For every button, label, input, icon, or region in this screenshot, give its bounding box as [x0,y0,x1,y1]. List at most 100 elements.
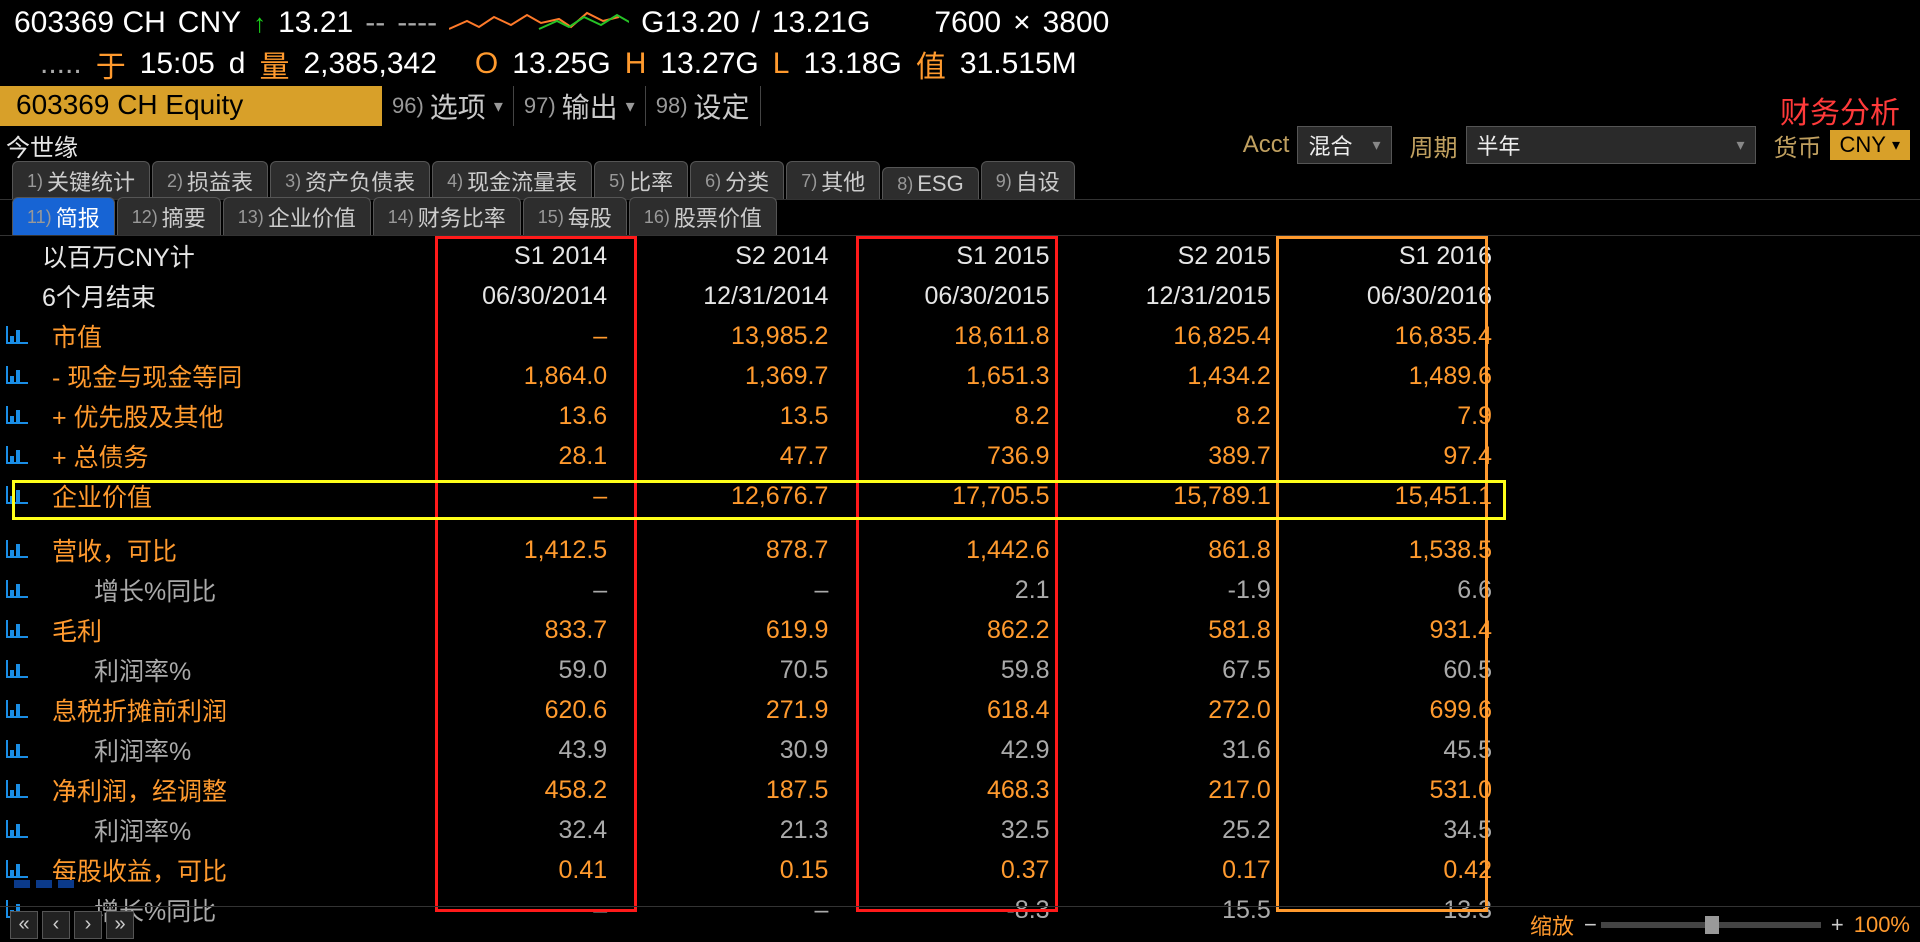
acct-label: Acct [1243,131,1290,159]
table-row[interactable]: 毛利833.7619.9862.2581.8931.4 [0,610,1920,650]
chart-toggle-icon[interactable] [0,316,34,356]
row-label: 利润率% [34,810,394,850]
date-header-row: 6个月结束 06/30/201412/31/201406/30/201512/3… [0,276,1920,316]
sub-row: 今世缘 Acct 混合▾ 周期 半年▾ 货币 CNY▾ [0,126,1920,164]
cell-value: 8.2 [836,396,1057,436]
chart-toggle-icon[interactable] [0,476,34,516]
led-indicators [14,880,74,888]
cell-value: 47.7 [615,436,836,476]
tab-primary-6[interactable]: 7)其他 [786,161,880,199]
cell-value: 931.4 [1279,610,1500,650]
chart-toggle-icon[interactable] [0,530,34,570]
tab-secondary-1[interactable]: 12)摘要 [117,197,221,235]
zoom-minus-icon[interactable]: − [1584,912,1597,938]
tab-secondary-2[interactable]: 13)企业价值 [223,197,371,235]
period-select[interactable]: 半年▾ [1466,126,1756,164]
cell-value: 67.5 [1058,650,1279,690]
cell-value: 59.0 [394,650,615,690]
ccy-label: 货币 [1774,128,1822,163]
chart-toggle-icon[interactable] [0,610,34,650]
table-row[interactable]: 利润率%59.070.559.867.560.5 [0,650,1920,690]
chart-toggle-icon[interactable] [0,650,34,690]
chart-toggle-icon[interactable] [0,810,34,850]
nav-prev-button[interactable]: ‹ [42,911,70,939]
table-row[interactable]: 每股收益，可比0.410.150.370.170.42 [0,850,1920,890]
table-row[interactable]: 增长%同比––2.1-1.96.6 [0,570,1920,610]
cell-value: 7.9 [1279,396,1500,436]
chevron-down-icon: ▾ [1372,135,1380,155]
table-row[interactable]: 利润率%43.930.942.931.645.5 [0,730,1920,770]
table-row[interactable]: 利润率%32.421.332.525.234.5 [0,810,1920,850]
tab-secondary-3[interactable]: 14)财务比率 [373,197,521,235]
tab-secondary-0[interactable]: 11)简报 [12,197,115,235]
chart-toggle-icon[interactable] [0,396,34,436]
tab-primary-8[interactable]: 9)自设 [981,161,1075,199]
ccy-select[interactable]: CNY▾ [1830,130,1910,160]
tab-primary-5[interactable]: 6)分类 [690,161,784,199]
tab-primary-2[interactable]: 3)资产负债表 [270,161,430,199]
menu-output[interactable]: 97)输出▾ [514,86,646,126]
menu-settings[interactable]: 98)设定 [646,86,761,126]
ccy: CNY [178,6,241,40]
chevron-down-icon: ▾ [626,96,635,117]
cell-value: 0.41 [394,850,615,890]
row-label: - 现金与现金等同 [34,356,394,396]
row-label: 息税折摊前利润 [34,690,394,730]
slash: / [752,6,760,40]
chevron-down-icon: ▾ [1736,135,1744,155]
footer-bar: « ‹ › » 缩放 − + 100% [0,906,1920,942]
zoom-slider[interactable] [1601,922,1821,928]
table-row[interactable]: 息税折摊前利润620.6271.9618.4272.0699.6 [0,690,1920,730]
period-label: 周期 [1410,128,1458,163]
menu-options[interactable]: 96)选项▾ [382,86,514,126]
cell-value: 458.2 [394,770,615,810]
nav-first-button[interactable]: « [10,911,38,939]
ticker[interactable]: 603369 CH [14,6,166,40]
cell-value: 736.9 [836,436,1057,476]
cell-value: 1,538.5 [1279,530,1500,570]
table-row[interactable]: 净利润，经调整458.2187.5468.3217.0531.0 [0,770,1920,810]
tabs-secondary: 11)简报12)摘要13)企业价值14)财务比率15)每股16)股票价值 [0,200,1920,236]
table-row[interactable]: - 现金与现金等同1,864.01,369.71,651.31,434.21,4… [0,356,1920,396]
table-row[interactable]: 企业价值–12,676.717,705.515,789.115,451.1 [0,476,1920,516]
arrow-up-icon: ↑ [253,8,266,39]
zoom-plus-icon[interactable]: + [1831,912,1844,938]
chart-toggle-icon[interactable] [0,356,34,396]
dashes: ---- [397,6,437,40]
chart-toggle-icon[interactable] [0,570,34,610]
cell-value: 28.1 [394,436,615,476]
cell-value: 30.9 [615,730,836,770]
cell-value: 42.9 [836,730,1057,770]
data-viewport: 以百万CNY计 S1 2014S2 2014S1 2015S2 2015S1 2… [0,236,1920,926]
cell-value: 12,676.7 [615,476,836,516]
tab-primary-7[interactable]: 8)ESG [882,167,978,199]
nav-last-button[interactable]: » [106,911,134,939]
ticker-input[interactable]: 603369 CH Equity [0,86,382,126]
tab-secondary-5[interactable]: 16)股票价值 [629,197,777,235]
chart-toggle-icon[interactable] [0,730,34,770]
cell-value: – [394,476,615,516]
chart-toggle-icon[interactable] [0,770,34,810]
nav-next-button[interactable]: › [74,911,102,939]
cell-value: 217.0 [1058,770,1279,810]
table-row[interactable]: + 总债务28.147.7736.9389.797.4 [0,436,1920,476]
sparkline-icon [449,7,629,39]
row-label: 企业价值 [34,476,394,516]
tab-primary-1[interactable]: 2)损益表 [152,161,268,199]
row-label: 市值 [34,316,394,356]
tab-secondary-4[interactable]: 15)每股 [523,197,627,235]
cell-value: 389.7 [1058,436,1279,476]
change: -- [365,6,385,40]
acct-select[interactable]: 混合▾ [1297,126,1391,164]
cell-value: 1,412.5 [394,530,615,570]
chart-toggle-icon[interactable] [0,436,34,476]
table-row[interactable]: + 优先股及其他13.613.58.28.27.9 [0,396,1920,436]
tab-primary-0[interactable]: 1)关键统计 [12,161,150,199]
chart-toggle-icon[interactable] [0,690,34,730]
table-row[interactable]: 营收，可比1,412.5878.71,442.6861.81,538.5 [0,530,1920,570]
table-row[interactable]: 市值–13,985.218,611.816,825.416,835.4 [0,316,1920,356]
tab-primary-4[interactable]: 5)比率 [594,161,688,199]
tab-primary-3[interactable]: 4)现金流量表 [432,161,592,199]
cell-value: 25.2 [1058,810,1279,850]
o-lbl: O [475,47,498,81]
